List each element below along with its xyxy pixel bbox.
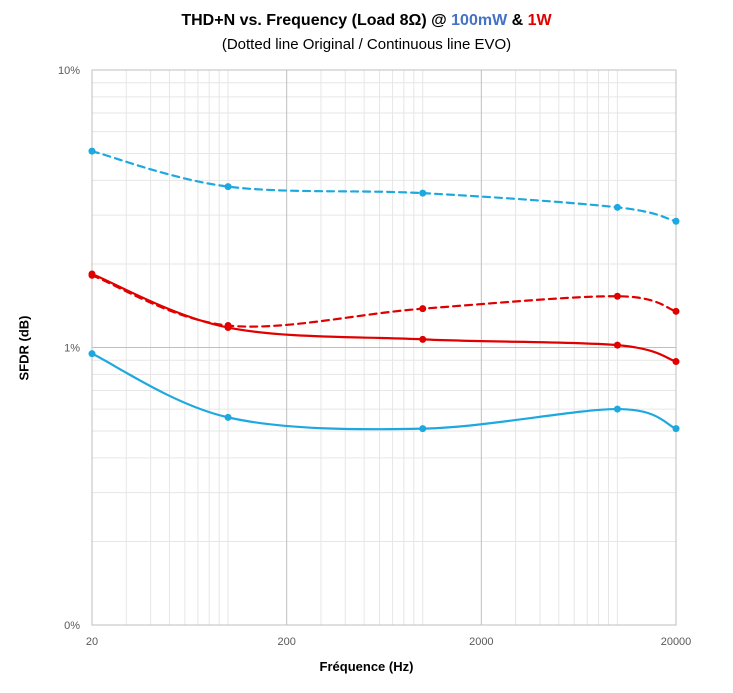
y-tick-label: 10%: [58, 65, 80, 77]
series-0-point: [88, 147, 96, 155]
series-3-point: [672, 425, 680, 433]
chart-subtitle: (Dotted line Original / Continuous line …: [221, 36, 512, 53]
series-2-point: [419, 335, 427, 343]
y-tick-label: 0%: [64, 620, 80, 632]
x-tick-label: 20: [86, 636, 98, 648]
series-3-point: [88, 350, 96, 358]
x-axis-label: Fréquence (Hz): [319, 659, 414, 674]
title-part-2: &: [507, 12, 528, 29]
plot-area-border: [91, 69, 677, 626]
series-line-0: [90, 150, 678, 223]
series-0-point: [419, 189, 427, 197]
x-tick-label: 2000: [469, 636, 493, 648]
series-2-point: [224, 324, 232, 332]
series-line-3: [90, 352, 678, 431]
series-2-point: [88, 270, 96, 278]
series-0-point: [613, 203, 621, 211]
y-axis-label: SFDR (dB): [16, 315, 32, 381]
series-3-point: [224, 413, 232, 421]
series-line-2: [90, 272, 678, 363]
title-part-1: 100mW: [451, 12, 508, 29]
series-0-point: [224, 183, 232, 191]
series-2-point: [672, 358, 680, 366]
title-part-3: 1W: [527, 12, 552, 29]
series-2-point: [613, 341, 621, 349]
x-tick-label: 200: [277, 636, 295, 648]
series-0-point: [672, 217, 680, 225]
series-1-point: [419, 305, 427, 313]
series-line-1: [90, 274, 678, 328]
chart-title: THD+N vs. Frequency (Load 8Ω) @ 100mW & …: [0, 12, 733, 30]
series-3-point: [613, 405, 621, 413]
title-part-0: THD+N vs. Frequency (Load 8Ω) @: [181, 12, 452, 29]
series-1-point: [672, 307, 680, 315]
x-tick-label: 20000: [661, 636, 692, 648]
series-1-point: [613, 292, 621, 300]
series-3-point: [419, 425, 427, 433]
y-tick-label: 1%: [64, 343, 80, 355]
